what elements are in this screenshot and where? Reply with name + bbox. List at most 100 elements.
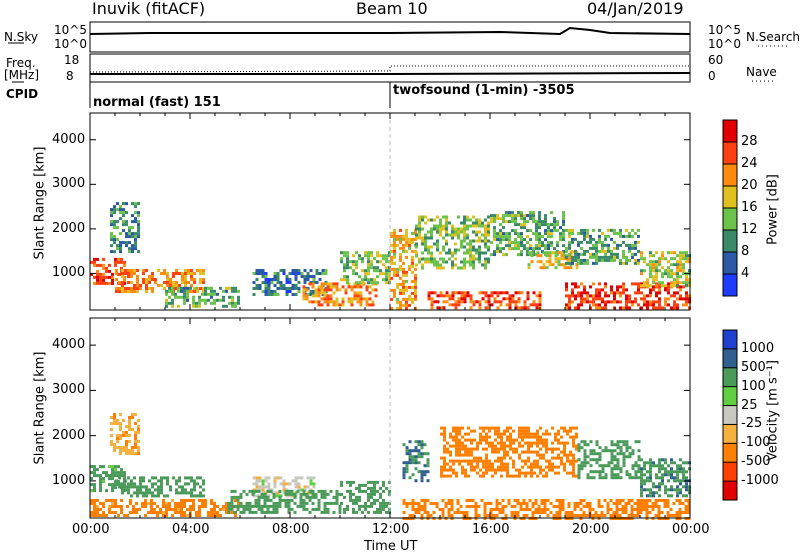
echo-cell [405,449,409,453]
echo-cell [458,438,461,442]
power-colorbar-swatch [723,208,737,231]
echo-cell [514,241,517,245]
echo-cell [133,290,136,293]
echo-cell [390,306,393,310]
echo-cell [388,272,391,276]
echo-cell [411,508,415,511]
echo-cell [131,416,134,419]
echo-cell [622,452,626,456]
echo-cell [676,266,679,270]
echo-cell [478,239,481,243]
echo-cell [421,227,424,231]
echo-cell [421,266,424,270]
echo-cell [472,230,475,234]
echo-cell [561,505,565,508]
echo-cell [117,471,120,475]
echo-cell [493,250,496,254]
echo-cell [514,306,518,310]
echo-cell [117,474,120,478]
velocity-colorbar-tick-label: -25 [741,416,763,432]
echo-cell [134,211,137,215]
echo-cell [550,211,553,215]
echo-cell [598,306,601,310]
echo-cell [411,300,414,304]
echo-cell [574,294,577,298]
echo-cell [405,461,409,465]
echo-cell [649,488,652,492]
echo-cell [568,243,571,247]
echo-cell [583,285,586,289]
echo-cell [545,260,549,264]
echo-cell [636,511,640,514]
echo-cell [580,303,583,307]
echo-cell [405,470,409,474]
echo-cell [133,287,136,290]
echo-cell [443,456,446,460]
echo-cell [580,231,583,235]
echo-cell [376,510,379,514]
echo-cell [488,426,491,430]
power-colorbar-swatch [723,186,737,209]
echo-cell [655,275,658,279]
echo-cell [533,432,536,436]
echo-cell [417,449,421,453]
echo-cell [572,444,575,448]
echo-cell [601,258,604,262]
echo-cell [207,298,210,302]
echo-cell [589,452,593,456]
echo-cell [458,450,461,454]
echo-cell [225,286,228,290]
echo-cell [323,507,327,511]
echo-cell [643,281,646,285]
echo-cell [303,281,307,284]
echo-cell [676,284,679,288]
echo-cell [105,514,108,517]
echo-cell [368,303,372,307]
echo-cell [603,514,607,517]
echo-cell [192,502,195,505]
echo-cell [102,465,105,469]
echo-cell [199,272,202,275]
echo-cell [465,514,469,517]
echo-cell [613,297,616,301]
echo-cell [458,429,461,433]
echo-cell [604,449,608,453]
echo-cell [171,301,174,305]
echo-cell [506,450,509,454]
echo-cell [663,505,667,508]
echo-cell [577,446,581,450]
echo-cell [382,483,385,487]
echo-cell [448,257,451,261]
echo-cell [99,514,102,517]
echo-cell [625,294,628,298]
echo-cell [545,447,548,451]
velocity-colorbar-swatch [723,462,737,482]
echo-cell [236,504,240,508]
echo-cell [467,450,470,454]
echo-cell [423,470,427,474]
echo-cell [454,303,458,307]
echo-cell [464,453,467,457]
echo-cell [433,218,436,222]
echo-cell [198,508,201,511]
echo-cell [654,505,658,508]
echo-cell [508,238,511,242]
echo-cell [551,441,554,445]
echo-cell [321,272,325,275]
echo-cell [134,431,137,434]
echo-cell [532,214,535,218]
power-colorbar-label: Power [dB] [765,174,781,245]
echo-cell [148,488,151,492]
echo-cell [193,482,196,486]
echo-cell [455,471,458,475]
echo-cell [586,234,589,238]
echo-cell [196,494,199,498]
echo-cell [525,505,529,508]
echo-cell [554,266,558,270]
echo-cell [284,489,288,493]
echo-cell [509,474,512,478]
power-y-tick-label: 1000 [52,265,86,281]
echo-cell [520,217,523,221]
echo-cell [625,446,629,450]
echo-cell [448,251,451,255]
